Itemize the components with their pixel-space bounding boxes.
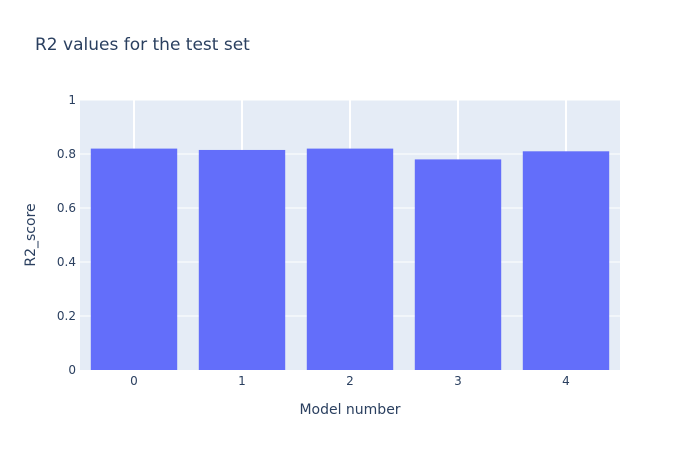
bar-model-2[interactable] xyxy=(306,148,394,370)
y-tick-label: 0.2 xyxy=(57,309,76,323)
y-tick-label: 0.6 xyxy=(57,201,76,215)
chart-title: R2 values for the test set xyxy=(35,35,250,55)
x-axis-ticks: 0 1 2 3 4 xyxy=(130,374,570,388)
x-tick-label: 4 xyxy=(562,374,570,388)
bar-model-4[interactable] xyxy=(522,151,610,370)
x-tick-label: 0 xyxy=(130,374,138,388)
bar-model-1[interactable] xyxy=(198,149,286,370)
bar-model-3[interactable] xyxy=(414,159,502,370)
y-tick-label: 1 xyxy=(68,93,76,107)
bars xyxy=(90,148,610,370)
x-tick-label: 2 xyxy=(346,374,354,388)
x-tick-label: 3 xyxy=(454,374,462,388)
y-tick-label: 0.4 xyxy=(57,255,76,269)
y-tick-label: 0 xyxy=(68,363,76,377)
bar-model-0[interactable] xyxy=(90,148,178,370)
x-tick-label: 1 xyxy=(238,374,246,388)
x-axis-title: Model number xyxy=(299,402,400,418)
y-tick-label: 0.8 xyxy=(57,147,76,161)
y-axis-ticks: 0 0.2 0.4 0.6 0.8 1 xyxy=(57,93,76,377)
y-axis-title: R2_score xyxy=(23,203,39,266)
